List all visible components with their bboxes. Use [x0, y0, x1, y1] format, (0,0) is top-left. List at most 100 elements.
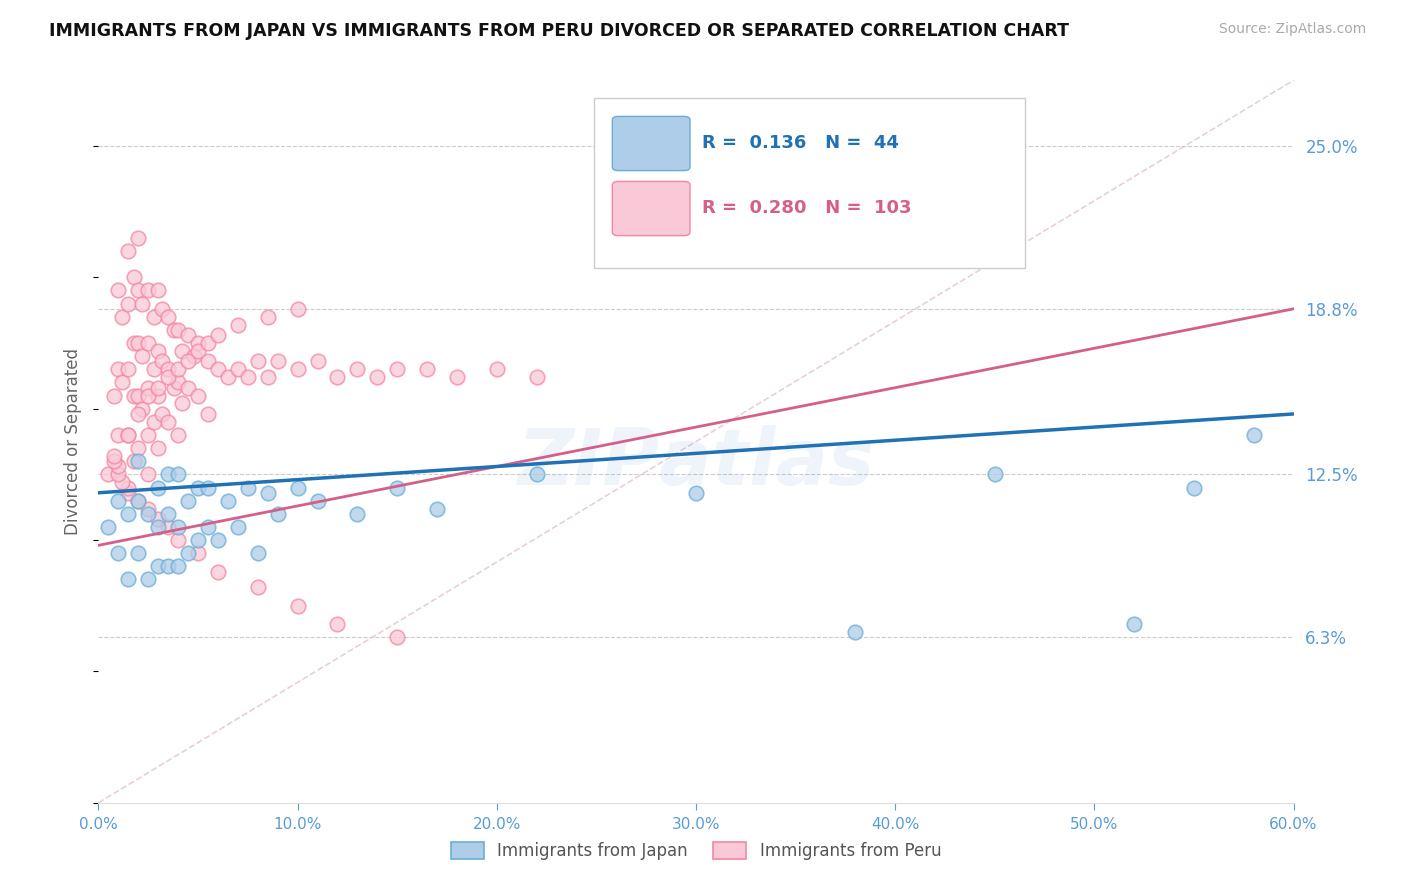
Point	[207, 362, 229, 376]
Point	[217, 493, 239, 508]
Point	[177, 328, 200, 343]
Point	[107, 284, 129, 298]
Point	[143, 415, 166, 429]
Point	[187, 388, 209, 402]
Point	[103, 449, 125, 463]
Point	[1123, 617, 1146, 632]
Point	[256, 370, 278, 384]
Point	[172, 343, 194, 358]
Point	[1182, 481, 1205, 495]
Point	[117, 428, 139, 442]
Point	[127, 493, 149, 508]
Point	[117, 485, 139, 500]
Point	[183, 349, 205, 363]
Point	[197, 407, 219, 421]
Point	[167, 362, 190, 376]
Point	[167, 520, 190, 534]
Point	[131, 296, 153, 310]
Point	[163, 323, 186, 337]
Point	[136, 507, 159, 521]
Point	[217, 370, 239, 384]
Point	[307, 493, 329, 508]
Point	[246, 354, 269, 368]
Text: Source: ZipAtlas.com: Source: ZipAtlas.com	[1219, 22, 1367, 37]
Point	[172, 396, 194, 410]
Point	[385, 630, 409, 644]
Point	[127, 407, 149, 421]
Point	[1243, 428, 1265, 442]
Point	[97, 467, 120, 482]
Point	[226, 520, 249, 534]
Point	[127, 284, 149, 298]
Point	[127, 231, 149, 245]
Text: ZIP​atlas: ZIP​atlas	[517, 425, 875, 501]
Point	[143, 310, 166, 324]
Point	[385, 481, 409, 495]
Point	[157, 507, 180, 521]
Point	[157, 362, 180, 376]
Point	[117, 362, 139, 376]
Text: R =  0.280   N =  103: R = 0.280 N = 103	[702, 199, 911, 217]
Point	[187, 546, 209, 560]
Point	[136, 381, 159, 395]
Point	[326, 617, 349, 632]
Point	[246, 546, 269, 560]
Point	[197, 520, 219, 534]
Point	[127, 493, 149, 508]
Point	[127, 441, 149, 455]
Point	[157, 559, 180, 574]
Point	[124, 270, 146, 285]
Point	[526, 467, 548, 482]
Point	[107, 428, 129, 442]
Point	[187, 481, 209, 495]
Point	[416, 362, 439, 376]
Point	[136, 573, 159, 587]
Point	[167, 467, 190, 482]
Point	[984, 467, 1007, 482]
Point	[167, 376, 190, 390]
Point	[287, 362, 309, 376]
Point	[148, 512, 170, 526]
Point	[136, 388, 159, 402]
Legend: Immigrants from Japan, Immigrants from Peru: Immigrants from Japan, Immigrants from P…	[444, 835, 948, 867]
Point	[136, 428, 159, 442]
Point	[207, 328, 229, 343]
Point	[287, 599, 309, 613]
Point	[187, 533, 209, 547]
FancyBboxPatch shape	[613, 117, 690, 170]
Point	[446, 370, 468, 384]
Point	[117, 244, 139, 258]
Point	[177, 493, 200, 508]
Point	[117, 428, 139, 442]
Point	[111, 475, 134, 490]
Point	[226, 318, 249, 332]
Point	[236, 481, 259, 495]
Point	[157, 310, 180, 324]
Point	[187, 343, 209, 358]
Point	[148, 284, 170, 298]
Point	[287, 301, 309, 316]
Point	[685, 485, 707, 500]
Point	[267, 354, 290, 368]
Point	[163, 381, 186, 395]
Point	[136, 284, 159, 298]
Point	[426, 501, 449, 516]
Point	[366, 370, 388, 384]
Point	[103, 454, 125, 468]
Point	[385, 362, 409, 376]
Point	[246, 580, 269, 594]
Point	[107, 459, 129, 474]
Point	[111, 310, 134, 324]
Point	[346, 362, 368, 376]
FancyBboxPatch shape	[595, 98, 1025, 268]
Point	[157, 520, 180, 534]
Point	[167, 559, 190, 574]
Point	[148, 520, 170, 534]
Point	[236, 370, 259, 384]
Point	[197, 354, 219, 368]
Point	[107, 362, 129, 376]
Point	[124, 336, 146, 351]
Point	[167, 323, 190, 337]
Point	[167, 533, 190, 547]
Point	[127, 454, 149, 468]
